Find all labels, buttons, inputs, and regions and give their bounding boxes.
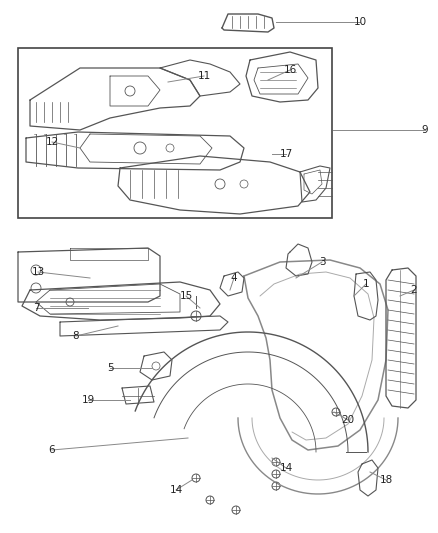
Text: 9: 9 (422, 125, 428, 135)
Text: 14: 14 (279, 463, 293, 473)
Text: 19: 19 (81, 395, 95, 405)
Text: 4: 4 (231, 273, 237, 283)
Text: 1: 1 (363, 279, 369, 289)
Text: 17: 17 (279, 149, 293, 159)
Text: 5: 5 (107, 363, 113, 373)
Text: 2: 2 (411, 285, 417, 295)
Text: 14: 14 (170, 485, 183, 495)
Text: 13: 13 (32, 267, 45, 277)
Text: 11: 11 (198, 71, 211, 81)
Text: 12: 12 (46, 137, 59, 147)
Bar (18, 48, 332, 218)
Text: 7: 7 (33, 303, 39, 313)
Text: 16: 16 (283, 65, 297, 75)
Text: 18: 18 (379, 475, 392, 485)
Text: 10: 10 (353, 17, 367, 27)
Text: 20: 20 (342, 415, 355, 425)
Text: 8: 8 (73, 331, 79, 341)
Text: 15: 15 (180, 291, 193, 301)
Text: 3: 3 (319, 257, 325, 267)
Text: 6: 6 (49, 445, 55, 455)
